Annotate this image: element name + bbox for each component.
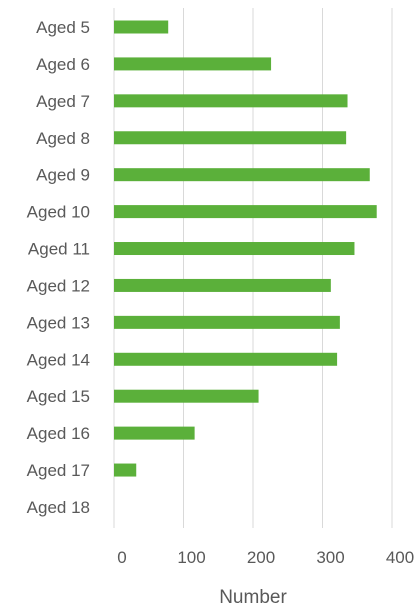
category-label-aged-13: Aged 13 (27, 313, 90, 332)
bar-aged-9 (114, 168, 370, 182)
x-tick-labels: 0 100 200 300 400 (117, 548, 414, 567)
category-label-aged-16: Aged 16 (27, 424, 90, 443)
bar-aged-12 (114, 278, 331, 292)
x-axis-title: Number (219, 587, 287, 608)
category-label-aged-17: Aged 17 (27, 461, 90, 480)
bar-aged-11 (114, 242, 355, 256)
x-tick-label-200: 200 (247, 548, 275, 567)
category-labels: Aged 5 Aged 6 Aged 7 Aged 8 Aged 9 Aged 10 Age… (27, 18, 90, 517)
bar-aged-14 (114, 352, 338, 366)
bar-aged-17 (114, 463, 137, 477)
category-label-aged-11: Aged 11 (28, 240, 90, 259)
category-label-aged-12: Aged 12 (27, 276, 90, 295)
category-label-aged-18: Aged 18 (27, 498, 90, 517)
category-label-aged-6: Aged 6 (36, 55, 90, 74)
x-tick-label-300: 300 (316, 548, 344, 567)
bar-aged-5 (114, 20, 169, 34)
category-label-aged-7: Aged 7 (36, 92, 90, 111)
gridlines (113, 8, 393, 528)
category-label-aged-8: Aged 8 (36, 129, 90, 148)
category-label-aged-15: Aged 15 (27, 387, 90, 406)
x-tick-label-100: 100 (177, 548, 205, 567)
bar-aged-15 (114, 389, 259, 403)
bar-aged-6 (114, 57, 272, 71)
bars (114, 20, 377, 477)
x-tick-label-0: 0 (117, 548, 126, 567)
bar-aged-16 (114, 426, 195, 440)
category-label-aged-14: Aged 14 (27, 350, 90, 369)
category-label-aged-5: Aged 5 (36, 18, 90, 37)
category-label-aged-10: Aged 10 (27, 203, 90, 222)
category-label-aged-9: Aged 9 (36, 166, 90, 185)
bar-aged-7 (114, 94, 348, 108)
bar-aged-13 (114, 315, 340, 329)
x-tick-label-400: 400 (386, 548, 414, 567)
bar-aged-8 (114, 131, 347, 145)
bar-aged-10 (114, 205, 377, 219)
